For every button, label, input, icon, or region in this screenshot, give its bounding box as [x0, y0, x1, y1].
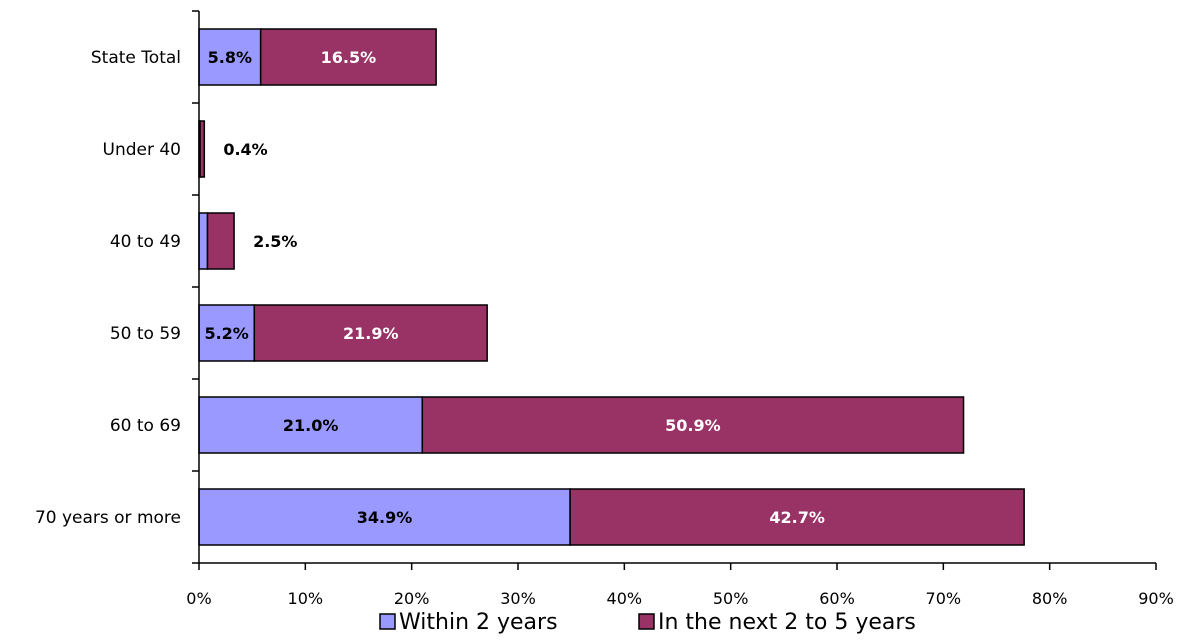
data-label: 2.5% [253, 232, 297, 251]
category-label: 40 to 49 [110, 232, 181, 252]
data-label: 16.5% [321, 48, 377, 67]
data-label: 21.9% [343, 324, 399, 343]
data-label: 0.4% [223, 140, 267, 159]
bar-segment-within-2-years [198, 396, 424, 454]
x-tick-label: 60% [819, 589, 855, 608]
bar-segment-next-2-to-5-years [259, 28, 437, 86]
bar-segment-next-2-to-5-years [253, 304, 488, 362]
bar-segment-within-2-years [198, 488, 571, 546]
category-label: 70 years or more [35, 508, 181, 528]
bar-segment-next-2-to-5-years [569, 488, 1025, 546]
legend-item-within-2-years: Within 2 years [379, 610, 558, 635]
data-label: 34.9% [357, 508, 413, 527]
data-label: 21.0% [283, 416, 339, 435]
x-tick-label: 70% [926, 589, 962, 608]
x-tick-label: 0% [186, 589, 211, 608]
x-tick-label: 90% [1138, 589, 1174, 608]
bar-segment-next-2-to-5-years [199, 120, 206, 178]
data-label: 5.8% [208, 48, 252, 67]
bar-segment-next-2-to-5-years [206, 212, 235, 270]
category-label: State Total [91, 48, 181, 68]
category-label: 50 to 59 [110, 324, 181, 344]
x-tick-label: 30% [500, 589, 536, 608]
legend-swatch [379, 613, 396, 630]
legend-label: In the next 2 to 5 years [658, 610, 916, 635]
legend-swatch [638, 613, 655, 630]
data-label: 5.2% [204, 324, 248, 343]
category-label: 60 to 69 [110, 416, 181, 436]
bar-segment-within-2-years [198, 212, 209, 270]
legend-item-next-2-to-5-years: In the next 2 to 5 years [638, 610, 916, 635]
category-label: Under 40 [103, 140, 182, 160]
x-tick-label: 50% [713, 589, 749, 608]
bar-segment-next-2-to-5-years [421, 396, 965, 454]
x-tick-label: 10% [288, 589, 324, 608]
legend-label: Within 2 years [399, 610, 558, 635]
x-tick-label: 20% [394, 589, 430, 608]
data-label: 42.7% [769, 508, 825, 527]
x-tick-label: 80% [1032, 589, 1068, 608]
x-tick-label: 40% [607, 589, 643, 608]
data-label: 50.9% [665, 416, 721, 435]
